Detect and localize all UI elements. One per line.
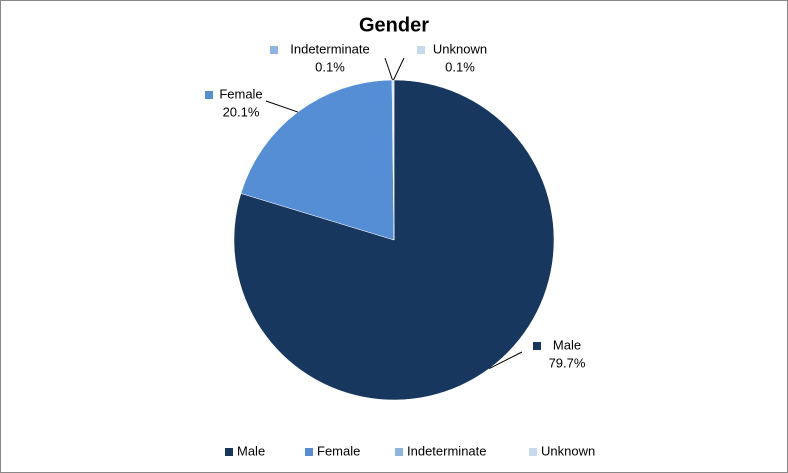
label-swatch <box>417 46 425 54</box>
legend-swatch <box>305 448 313 456</box>
legend-label: Female <box>317 443 360 458</box>
label-swatch <box>270 46 278 54</box>
data-label-name: Male <box>553 337 581 352</box>
legend-label: Unknown <box>541 443 595 458</box>
leader-line <box>489 351 523 369</box>
legend-label: Indeterminate <box>407 443 487 458</box>
data-label-name: Unknown <box>433 41 487 56</box>
data-label-name: Indeterminate <box>290 41 370 56</box>
data-label-name: Female <box>219 86 262 101</box>
leader-line <box>384 57 393 81</box>
legend-label: Male <box>237 443 265 458</box>
data-label-value: 0.1% <box>445 59 475 74</box>
leader-line <box>393 57 405 81</box>
data-label-value: 0.1% <box>315 59 345 74</box>
label-swatch <box>205 91 213 99</box>
legend-swatch <box>529 448 537 456</box>
legend-swatch <box>395 448 403 456</box>
data-label-value: 79.7% <box>549 355 586 370</box>
label-swatch <box>533 342 541 350</box>
chart-title: Gender <box>359 14 429 36</box>
legend-swatch <box>225 448 233 456</box>
data-label-value: 20.1% <box>223 104 260 119</box>
leader-line <box>265 100 299 113</box>
